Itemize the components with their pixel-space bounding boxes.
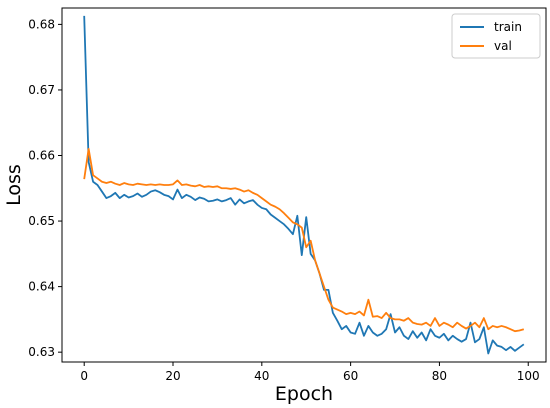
y-axis: 0.63 0.64 0.65 0.66 0.67 0.68	[28, 17, 62, 359]
series-line-val	[83, 148, 525, 333]
x-axis: 0 20 40 60 80 100	[80, 362, 540, 383]
y-tick-label: 0.63	[28, 345, 55, 359]
y-tick-label: 0.68	[28, 17, 55, 31]
x-tick-label: 40	[254, 369, 269, 383]
x-axis-label: Epoch	[275, 383, 333, 405]
y-tick-label: 0.67	[28, 83, 55, 97]
y-tick-label: 0.64	[28, 280, 55, 294]
legend: train val	[451, 13, 541, 59]
y-axis-label: Loss	[3, 164, 25, 206]
x-tick-label: 20	[165, 369, 180, 383]
x-tick-label: 80	[432, 369, 447, 383]
x-tick-label: 60	[343, 369, 358, 383]
legend-label-val: val	[494, 39, 512, 53]
y-tick-label: 0.66	[28, 149, 55, 163]
x-tick-label: 100	[517, 369, 540, 383]
legend-label-train: train	[494, 20, 522, 34]
y-tick-label: 0.65	[28, 214, 55, 228]
x-tick-label: 0	[80, 369, 88, 383]
series-layer	[83, 15, 525, 355]
